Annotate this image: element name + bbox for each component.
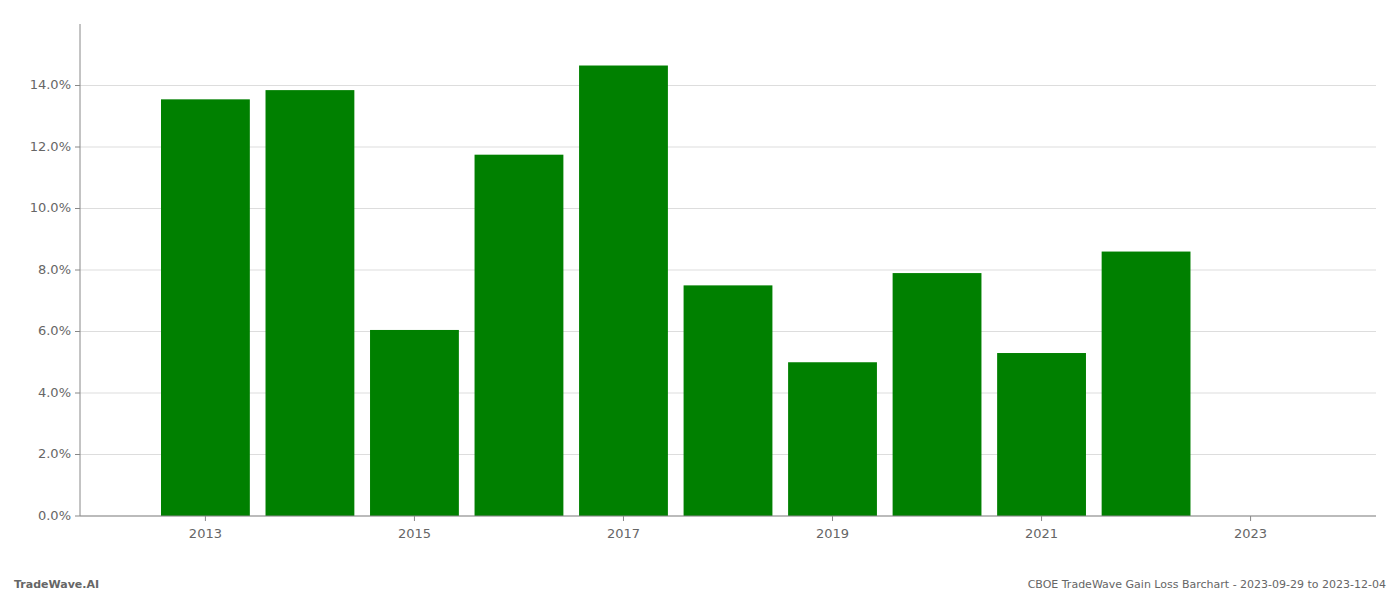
footer: TradeWave.AI CBOE TradeWave Gain Loss Bar… <box>14 578 1386 591</box>
x-tick <box>623 516 624 521</box>
bar <box>788 362 877 516</box>
y-tick-label: 14.0% <box>30 77 71 92</box>
y-axis: 0.0% 2.0% 4.0% 6.0% 8.0% 10.0% 12.0% 14.0% <box>30 24 80 523</box>
y-tick-label: 4.0% <box>38 385 71 400</box>
footer-right: CBOE TradeWave Gain Loss Barchart - 2023… <box>1028 578 1386 591</box>
x-tick <box>1250 516 1251 521</box>
y-tick-label: 10.0% <box>30 200 71 215</box>
x-tick-label: 2023 <box>1234 526 1267 541</box>
chart-svg: 0.0%2.0%4.0%6.0%8.0%10.0%12.0%14.0%20132… <box>0 0 1400 600</box>
y-tick <box>75 454 80 455</box>
bars <box>161 66 1190 516</box>
grid-line <box>80 85 1376 86</box>
x-tick <box>1041 516 1042 521</box>
y-tick-label: 6.0% <box>38 323 71 338</box>
y-tick-label: 8.0% <box>38 262 71 277</box>
bar <box>997 353 1086 516</box>
bar <box>579 66 668 516</box>
bar <box>684 285 773 516</box>
y-tick <box>75 331 80 332</box>
chart-container: 0.0%2.0%4.0%6.0%8.0%10.0%12.0%14.0%20132… <box>0 0 1400 600</box>
bar <box>161 99 250 516</box>
footer-left: TradeWave.AI <box>14 578 99 591</box>
grid-line <box>80 516 1376 517</box>
y-tick <box>75 208 80 209</box>
x-tick <box>414 516 415 521</box>
x-tick <box>832 516 833 521</box>
bar <box>893 273 982 516</box>
x-tick-label: 2019 <box>816 526 849 541</box>
y-tick <box>75 516 80 517</box>
y-tick <box>75 147 80 148</box>
bar <box>1102 252 1191 516</box>
x-tick-label: 2015 <box>398 526 431 541</box>
y-tick <box>75 393 80 394</box>
x-tick-label: 2017 <box>607 526 640 541</box>
grid <box>80 86 1376 517</box>
x-tick-label: 2013 <box>189 526 222 541</box>
x-axis: 2013 2015 2017 2019 2021 2023 <box>80 516 1376 541</box>
bar <box>370 330 459 516</box>
y-tick-label: 0.0% <box>38 508 71 523</box>
y-tick-label: 2.0% <box>38 446 71 461</box>
y-axis-line <box>80 24 81 516</box>
bar <box>266 90 355 516</box>
x-axis-line <box>80 516 1376 517</box>
y-tick <box>75 85 80 86</box>
x-tick <box>205 516 206 521</box>
y-tick <box>75 270 80 271</box>
y-tick-label: 12.0% <box>30 139 71 154</box>
bar <box>475 155 564 516</box>
x-tick-label: 2021 <box>1025 526 1058 541</box>
